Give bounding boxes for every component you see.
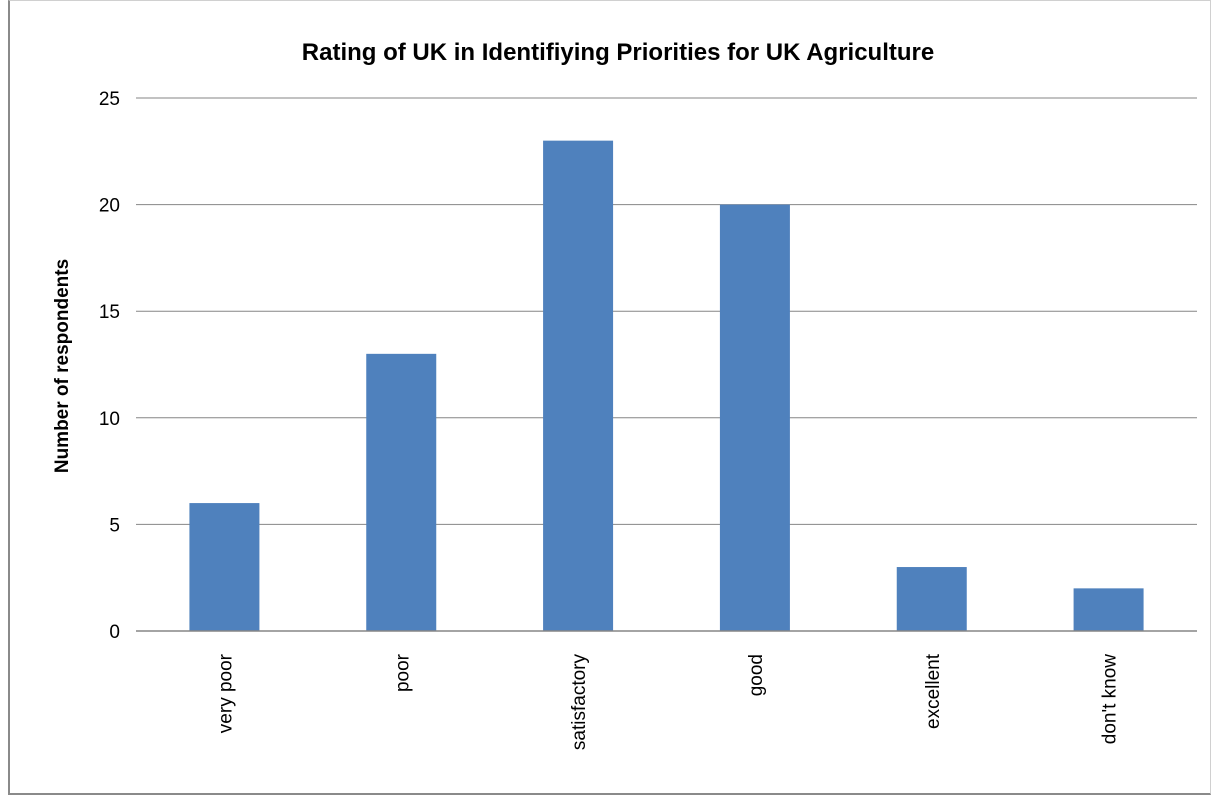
x-category-label: satisfactory [569,654,590,751]
y-tick-label: 0 [109,622,120,643]
y-tick-label: 10 [99,409,120,430]
y-tick-label: 5 [109,515,120,536]
bar-poor [366,353,437,631]
chart-title: Rating of UK in Identifiying Priorities … [302,39,934,66]
bars [189,140,1144,631]
bar-excellent [896,567,967,631]
y-tick-label: 15 [99,302,120,323]
x-category-label: good [746,654,767,696]
bar-satisfactory [543,140,614,631]
x-category-label: don't know [1100,654,1121,745]
x-category-label: very poor [215,653,236,733]
x-axis-categories: very poor poor satisfactory good excellent do… [215,653,1120,750]
bar-very-poor [189,503,260,631]
x-category-label: excellent [923,653,944,729]
gridlines [136,97,1197,525]
y-axis-label: Number of respondents [52,259,73,473]
bar-good [719,204,790,631]
y-axis-ticks: 0 5 10 15 20 25 [99,89,120,643]
bar-don-t-know [1073,588,1144,631]
x-category-label: poor [392,653,413,692]
y-tick-label: 25 [99,89,120,110]
y-tick-label: 20 [99,196,120,217]
